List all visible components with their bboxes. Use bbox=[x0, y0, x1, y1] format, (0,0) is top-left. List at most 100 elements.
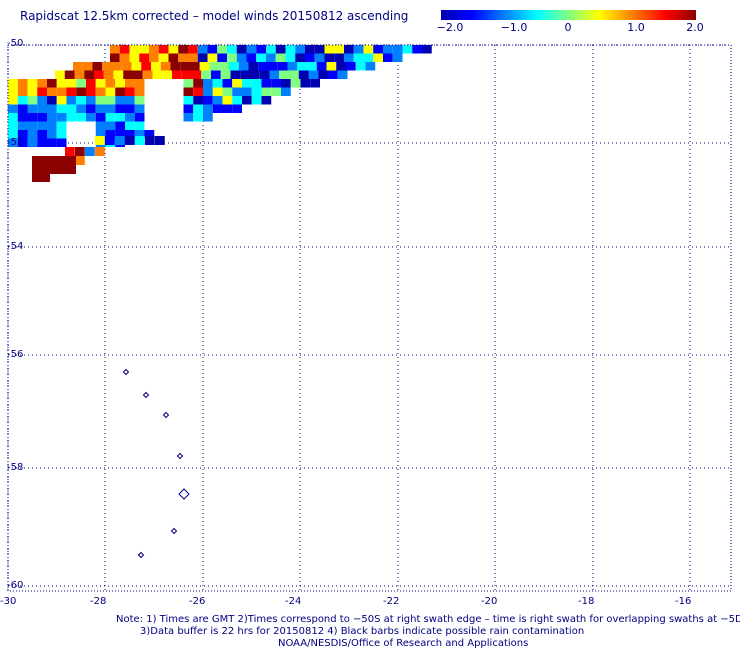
swath-cell bbox=[314, 45, 325, 54]
swath-cell bbox=[203, 79, 213, 88]
colorbar-tick: 2.0 bbox=[686, 21, 704, 34]
swath-cell bbox=[134, 96, 145, 105]
swath-cell bbox=[289, 70, 299, 79]
swath-cell bbox=[211, 70, 221, 79]
swath-cell bbox=[305, 53, 315, 62]
swath-cell bbox=[316, 62, 327, 71]
swath-cell bbox=[8, 79, 18, 88]
swath-cell bbox=[392, 45, 403, 54]
swath-cell bbox=[56, 104, 67, 113]
plot-frame bbox=[7, 44, 732, 592]
swath-cell bbox=[86, 104, 96, 113]
swath-cell bbox=[27, 121, 38, 130]
swath-cell bbox=[66, 79, 77, 88]
swath-cell bbox=[17, 79, 28, 88]
colorbar-tick: 1.0 bbox=[627, 21, 645, 34]
swath-cell bbox=[212, 79, 223, 88]
swath-cell bbox=[55, 70, 65, 79]
swath-cell bbox=[17, 87, 28, 96]
swath-cell bbox=[17, 104, 28, 113]
swath-cell bbox=[76, 79, 86, 88]
swath-cell bbox=[183, 79, 194, 88]
swath-cell bbox=[134, 87, 145, 96]
swath-cell bbox=[37, 130, 47, 139]
swath-cell bbox=[129, 53, 140, 62]
swath-cell bbox=[129, 45, 140, 54]
swath-cell bbox=[232, 104, 242, 113]
swath-cell bbox=[76, 87, 86, 96]
swath-cell bbox=[95, 121, 106, 130]
swath-cell bbox=[212, 104, 223, 113]
swath-cell bbox=[105, 79, 116, 88]
swath-cell bbox=[201, 70, 211, 79]
swath-cell bbox=[307, 62, 317, 71]
swath-cell bbox=[193, 113, 203, 122]
swath-cell bbox=[266, 53, 276, 62]
swath-cell bbox=[115, 79, 125, 88]
swath-cell bbox=[47, 79, 57, 88]
swath-cell bbox=[268, 62, 278, 71]
swath-cell bbox=[76, 104, 86, 113]
note-line-3: NOAA/NESDIS/Office of Research and Appli… bbox=[278, 638, 529, 649]
swath-cell bbox=[275, 53, 286, 62]
swath-cell bbox=[37, 113, 47, 122]
swath-cell bbox=[295, 53, 305, 62]
colorbar-tick: −1.0 bbox=[500, 21, 528, 34]
swath-cell bbox=[155, 136, 165, 145]
swath-cell bbox=[86, 79, 96, 88]
swath-cell bbox=[149, 45, 159, 54]
lon-label: -26 bbox=[189, 596, 206, 607]
swath-cell bbox=[222, 96, 233, 105]
swath-cell bbox=[158, 53, 169, 62]
swath-cell bbox=[149, 53, 159, 62]
swath-cell bbox=[183, 113, 194, 122]
swath-cell bbox=[328, 70, 338, 79]
swath-cell bbox=[110, 53, 120, 62]
swath-cell bbox=[125, 130, 135, 139]
swath-cell bbox=[82, 62, 93, 71]
swath-cell bbox=[422, 45, 432, 54]
swath-cell bbox=[261, 79, 272, 88]
swath-cell bbox=[32, 174, 50, 182]
swath-cell bbox=[203, 113, 213, 122]
swath-cell bbox=[251, 79, 262, 88]
swath-cell bbox=[277, 62, 288, 71]
swath-cell bbox=[139, 45, 149, 54]
swath-cell bbox=[188, 53, 198, 62]
swath-cell bbox=[402, 45, 413, 54]
wind-difference-swath bbox=[8, 45, 432, 182]
swath-cell bbox=[75, 156, 85, 165]
swath-cell bbox=[227, 45, 237, 54]
swath-cell bbox=[236, 53, 247, 62]
swath-cell bbox=[125, 121, 135, 130]
swath-cell bbox=[47, 138, 57, 147]
swath-cell bbox=[8, 138, 18, 147]
swath-cell bbox=[17, 113, 28, 122]
island-outline bbox=[170, 527, 178, 535]
swath-cell bbox=[271, 79, 281, 88]
swath-cell bbox=[193, 87, 203, 96]
swath-cell bbox=[105, 121, 116, 130]
swath-cell bbox=[8, 121, 18, 130]
swath-cell bbox=[203, 87, 213, 96]
island-outline bbox=[178, 488, 190, 500]
swath-cell bbox=[256, 53, 266, 62]
swath-cell bbox=[27, 138, 38, 147]
swath-cell bbox=[197, 45, 208, 54]
swath-cell bbox=[135, 136, 145, 145]
swath-cell bbox=[232, 96, 242, 105]
swath-cell bbox=[27, 79, 38, 88]
swath-cell bbox=[337, 70, 348, 79]
swath-cell bbox=[191, 70, 202, 79]
swath-cell bbox=[56, 138, 67, 147]
swath-cell bbox=[37, 96, 47, 105]
swath-cell bbox=[103, 70, 114, 79]
swath-cell bbox=[17, 96, 28, 105]
swath-cell bbox=[17, 121, 28, 130]
island-outline bbox=[162, 411, 170, 419]
lon-label: -16 bbox=[675, 596, 692, 607]
lon-label: -18 bbox=[578, 596, 595, 607]
swath-cell bbox=[258, 62, 268, 71]
swath-cell bbox=[105, 104, 116, 113]
swath-cell bbox=[123, 70, 133, 79]
